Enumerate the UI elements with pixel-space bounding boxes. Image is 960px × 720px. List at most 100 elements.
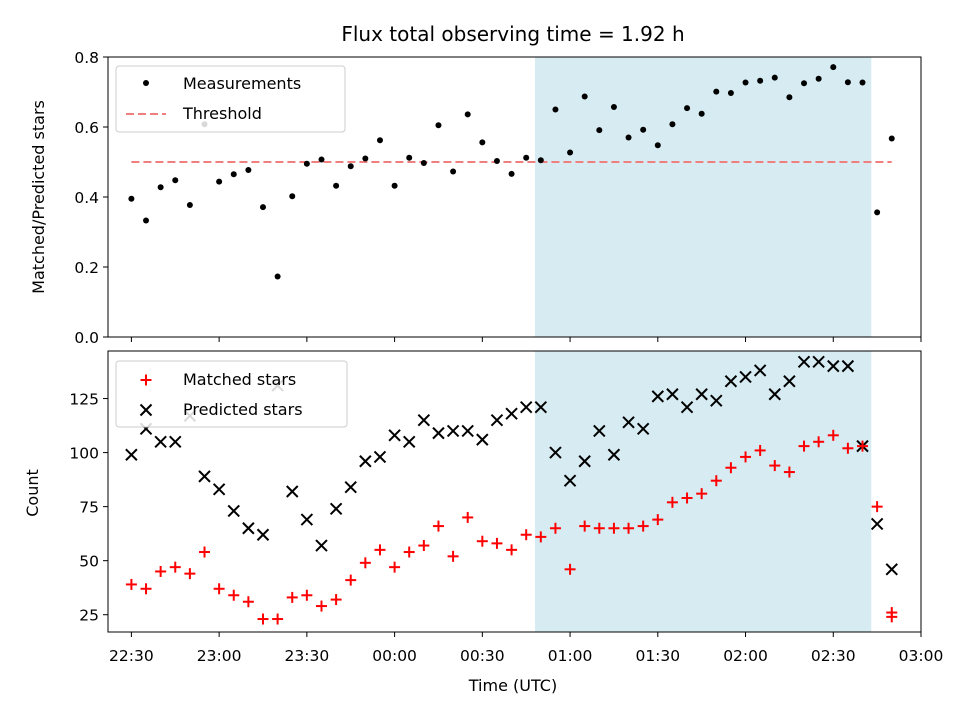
predicted-stars-point-b: [329, 502, 343, 515]
predicted-stars-point: [680, 400, 694, 414]
bottom-legend-box: [115, 360, 348, 428]
predicted-stars-point: [724, 375, 738, 388]
top-legend: Measurements Threshold: [115, 65, 346, 133]
predicted-stars-point-b: [827, 359, 840, 373]
predicted-stars-point: [461, 424, 474, 438]
predicted-stars-point: [446, 424, 460, 438]
top-ytick-label: 0.4: [74, 189, 99, 207]
matched-stars-point: [681, 492, 693, 504]
predicted-stars-point: [403, 435, 416, 448]
legend-measurements-label: Measurements: [183, 74, 301, 93]
predicted-stars-point-b: [841, 359, 855, 373]
predicted-stars-point-b: [695, 388, 708, 401]
top-ytick-label: 0.8: [74, 49, 99, 67]
bottom-ytick-label: 100: [69, 445, 99, 463]
matched-stars-point: [886, 607, 898, 619]
measurement-point: [435, 122, 442, 129]
predicted-stars-point-b: [666, 388, 679, 401]
predicted-stars-point-b: [198, 470, 211, 483]
predicted-stars-point: [783, 375, 796, 388]
matched-stars-point: [301, 589, 313, 601]
bottom-y-axis: 25 50 75 100 125: [69, 391, 108, 625]
measurement-point: [406, 154, 413, 161]
predicted-stars-point: [256, 528, 270, 541]
top-y-axis-label: Matched/Predicted stars: [29, 100, 48, 294]
predicted-stars-point-b: [388, 429, 401, 442]
measurement-point: [523, 154, 530, 161]
predicted-stars-point-b: [607, 448, 621, 461]
predicted-stars-point-b: [417, 413, 431, 427]
predicted-stars-point-b: [870, 517, 884, 531]
measurement-point: [347, 163, 354, 170]
matched-stars-point: [447, 550, 459, 562]
predicted-stars-point: [812, 355, 825, 369]
predicted-stars-point-b: [403, 435, 416, 448]
predicted-stars-point-b: [739, 370, 752, 384]
predicted-stars-point: [242, 522, 255, 535]
matched-stars-series: [125, 429, 898, 625]
measurement-point: [844, 79, 851, 86]
measurement-point: [391, 182, 398, 189]
predicted-stars-point-b: [169, 435, 182, 448]
matched-stars-point: [754, 444, 766, 456]
measurement-point: [684, 105, 691, 112]
bottom-xtick-label: 02:30: [811, 647, 856, 665]
predicted-stars-point-b: [519, 400, 533, 414]
predicted-stars-point-b: [490, 413, 504, 427]
measurement-point: [186, 202, 193, 209]
measurement-point: [216, 178, 223, 185]
measurement-point: [537, 157, 544, 164]
matched-stars-point: [827, 429, 839, 441]
matched-stars-point: [783, 466, 795, 478]
predicted-stars-point-b: [563, 474, 577, 487]
measurement-point: [859, 79, 866, 86]
predicted-stars-point: [607, 448, 621, 461]
predicted-stars-point-b: [651, 390, 665, 403]
predicted-stars-point: [841, 359, 855, 373]
bottom-ytick-label: 25: [79, 607, 99, 625]
measurement-point: [128, 195, 135, 202]
matched-stars-point: [842, 442, 854, 454]
matched-stars-point: [403, 546, 415, 558]
predicted-stars-point: [549, 446, 562, 459]
measurement-point: [420, 160, 427, 167]
legend-predicted-label: Predicted stars: [183, 400, 303, 419]
measurements-series: [128, 64, 895, 280]
predicted-stars-point: [710, 394, 723, 407]
matched-stars-point: [359, 557, 371, 569]
predicted-stars-point: [359, 455, 372, 468]
predicted-stars-point-b: [680, 400, 694, 414]
predicted-stars-point: [666, 388, 679, 401]
measurement-point: [625, 134, 632, 141]
predicted-stars-point: [870, 517, 884, 531]
top-x-axis: [130, 337, 922, 342]
predicted-stars-point: [768, 388, 781, 401]
measurement-point: [815, 75, 822, 82]
predicted-stars-point: [315, 539, 328, 552]
matched-stars-point: [535, 531, 547, 543]
matched-stars-point: [462, 511, 474, 523]
matched-stars-point: [740, 451, 752, 463]
predicted-stars-point-b: [753, 364, 767, 377]
bottom-legend: Matched stars Predicted stars: [115, 360, 348, 428]
measurement-point: [742, 79, 749, 86]
bottom-y-axis-label: Count: [23, 469, 42, 517]
predicted-stars-point-b: [797, 355, 811, 369]
predicted-stars-point-b: [242, 522, 255, 535]
matched-stars-point: [418, 540, 430, 552]
predicted-stars-point: [476, 433, 489, 446]
measurement-point: [552, 106, 559, 113]
predicted-stars-point: [505, 407, 518, 420]
predicted-stars-point: [739, 370, 752, 384]
matched-stars-point: [666, 496, 678, 508]
predicted-stars-point-b: [534, 400, 548, 414]
predicted-stars-point-b: [154, 435, 167, 448]
measurement-point: [888, 135, 895, 142]
predicted-stars-point: [695, 388, 708, 401]
measurement-point: [610, 104, 617, 111]
matched-stars-point: [228, 589, 240, 601]
predicted-stars-point: [432, 426, 445, 440]
predicted-stars-point-b: [505, 407, 518, 420]
predicted-stars-point: [373, 450, 387, 464]
